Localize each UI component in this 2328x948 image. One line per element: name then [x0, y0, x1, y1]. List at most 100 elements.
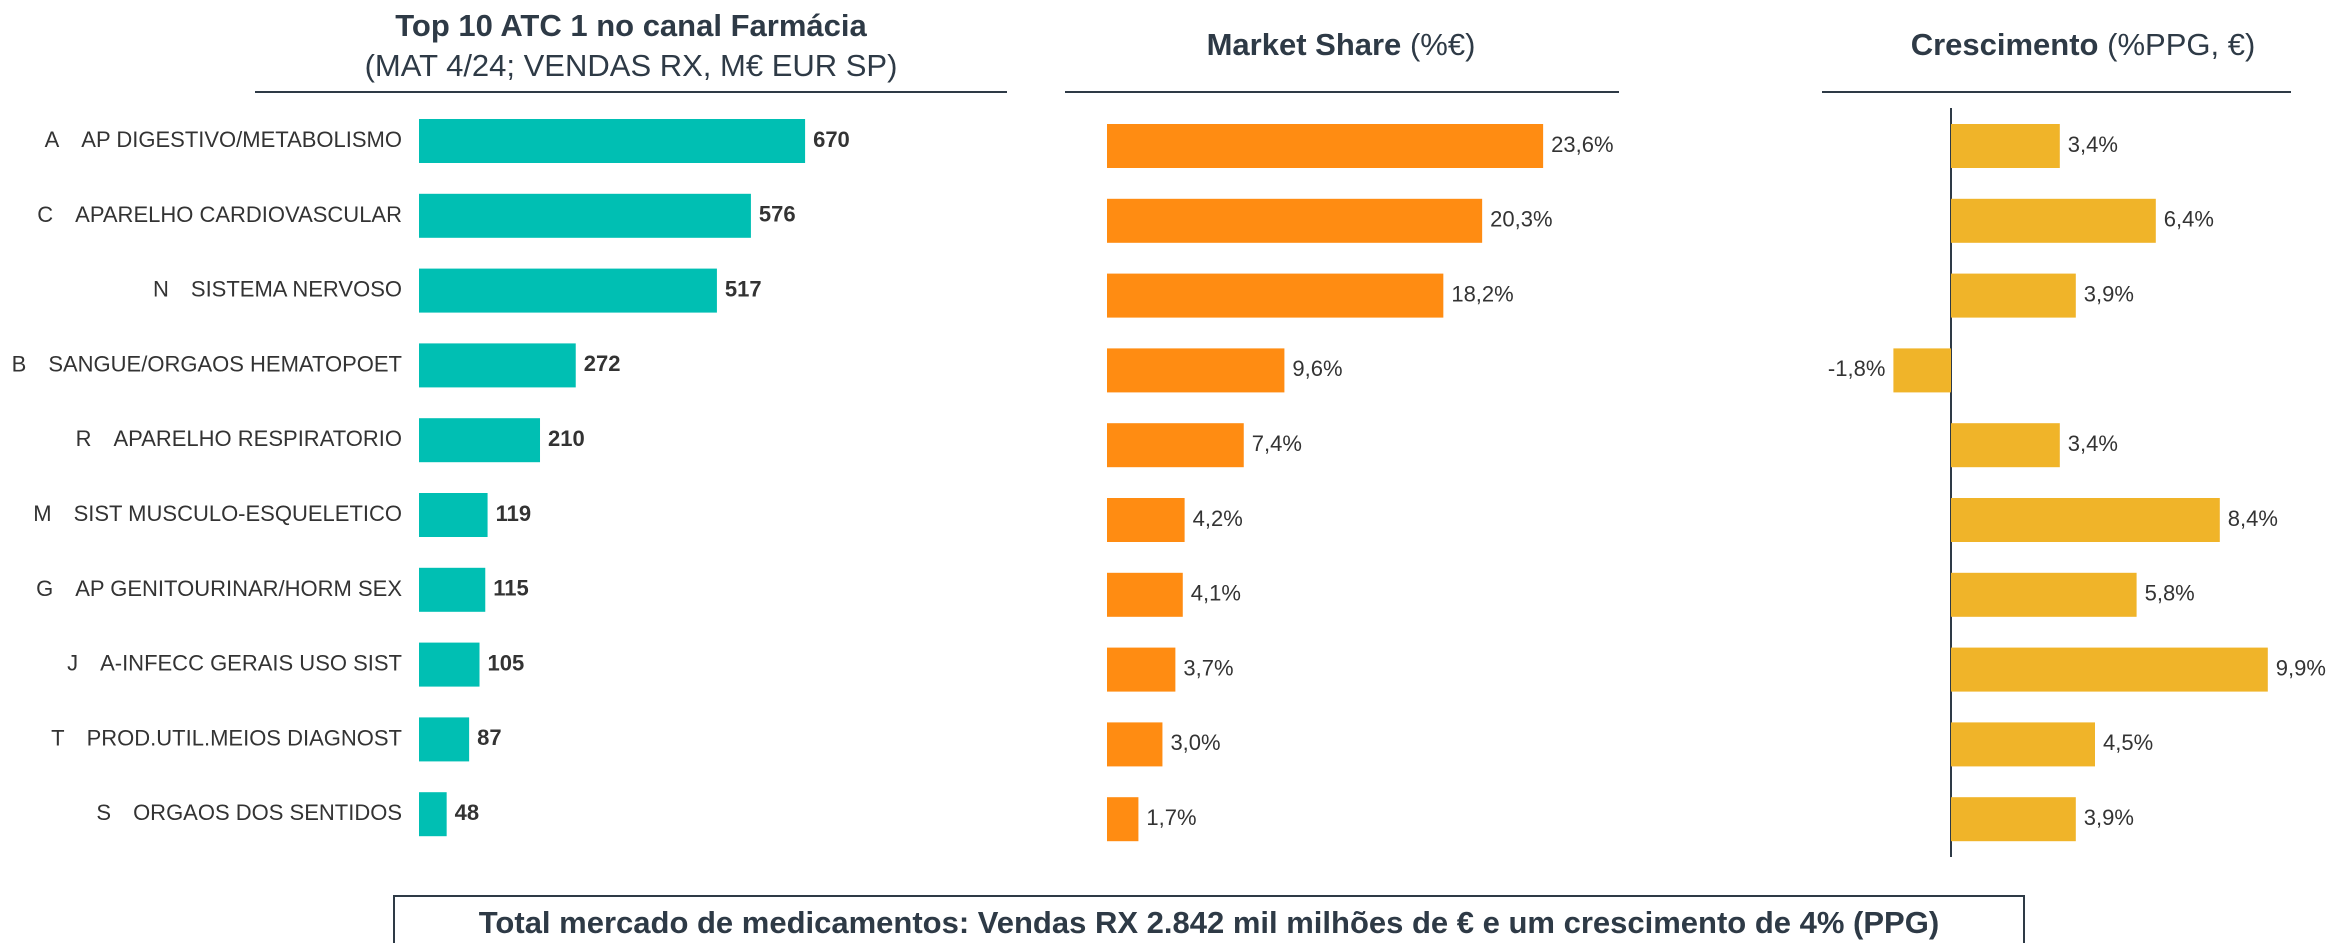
bar	[1951, 273, 2076, 318]
category-name: SIST MUSCULO-ESQUELETICO	[74, 501, 402, 526]
bar	[1107, 198, 1483, 243]
bar	[419, 343, 576, 388]
bar	[1107, 423, 1244, 468]
bar	[419, 493, 488, 537]
chart-subtitle: (MAT 4/24; VENDAS RX, M€ EUR SP)	[365, 48, 898, 83]
category-name: SISTEMA NERVOSO	[191, 276, 402, 301]
value-label: 272	[584, 351, 621, 376]
bar	[419, 193, 751, 238]
bar	[419, 119, 806, 163]
value-label: 3,4%	[2068, 431, 2118, 456]
value-label: 3,9%	[2084, 281, 2134, 306]
value-label: 3,9%	[2084, 805, 2134, 830]
category-code: J	[67, 650, 78, 675]
value-label: 115	[493, 576, 529, 601]
category-name: APARELHO CARDIOVASCULAR	[75, 202, 402, 227]
value-label: 3,7%	[1183, 655, 1233, 680]
bar	[1951, 124, 2060, 168]
value-label: 1,7%	[1146, 805, 1196, 830]
subtitle: (%PPG, €)	[2107, 27, 2255, 62]
chart-title: Market Share (%€)	[1207, 27, 1476, 62]
title: Market Share	[1207, 27, 1402, 62]
chart-title: Top 10 ATC 1 no canal Farmácia	[395, 8, 867, 43]
category-label: M SIST MUSCULO-ESQUELETICO	[33, 501, 402, 526]
value-label: 7,4%	[1252, 431, 1302, 456]
value-label: 9,9%	[2276, 655, 2326, 680]
category-label: N SISTEMA NERVOSO	[153, 276, 402, 301]
category-name: PROD.UTIL.MEIOS DIAGNOST	[87, 725, 402, 750]
bar	[1951, 572, 2137, 617]
category-label: J A-INFECC GERAIS USO SIST	[67, 650, 402, 675]
value-label: 23,6%	[1551, 132, 1613, 157]
category-name: ORGAOS DOS SENTIDOS	[133, 800, 402, 825]
category-label: R APARELHO RESPIRATORIO	[76, 426, 402, 451]
bar	[1107, 348, 1285, 393]
value-label: 4,1%	[1191, 581, 1241, 606]
value-label: 4,5%	[2103, 730, 2153, 755]
bar	[1107, 722, 1163, 767]
value-label: 5,8%	[2145, 581, 2195, 606]
category-code: S	[96, 800, 111, 825]
bar	[419, 792, 447, 837]
subtitle: (%€)	[1410, 27, 1475, 62]
category-name: APARELHO RESPIRATORIO	[113, 426, 402, 451]
category-code: R	[76, 426, 92, 451]
value-label: 517	[725, 276, 762, 301]
bar	[1951, 647, 2268, 692]
category-code: A	[45, 127, 60, 152]
bar	[419, 717, 470, 762]
bar	[1951, 722, 2095, 767]
category-name: AP DIGESTIVO/METABOLISMO	[81, 127, 402, 152]
value-label: 48	[455, 800, 479, 825]
value-label: 6,4%	[2164, 207, 2214, 232]
footer: Total mercado de medicamentos: Vendas RX…	[479, 905, 1939, 940]
footer-box	[393, 895, 2025, 948]
bar	[1107, 498, 1185, 542]
bar	[1107, 273, 1444, 318]
category-label: C APARELHO CARDIOVASCULAR	[37, 202, 402, 227]
category-code: N	[153, 276, 169, 301]
category-code: C	[37, 202, 53, 227]
bar	[419, 418, 541, 463]
category-code: T	[51, 725, 64, 750]
bar	[1107, 572, 1183, 617]
category-label: T PROD.UTIL.MEIOS DIAGNOST	[51, 725, 402, 750]
value-label: 105	[488, 650, 525, 675]
bar	[1893, 348, 1951, 393]
category-code: M	[33, 501, 51, 526]
chart-title: Crescimento (%PPG, €)	[1911, 27, 2256, 62]
value-label: 87	[477, 725, 501, 750]
value-label: 210	[548, 426, 585, 451]
value-label: 4,2%	[1193, 506, 1243, 531]
category-name: A-INFECC GERAIS USO SIST	[100, 650, 402, 675]
category-label: A AP DIGESTIVO/METABOLISMO	[45, 127, 402, 152]
category-code: B	[12, 351, 27, 376]
bar	[1107, 647, 1176, 692]
title: Crescimento	[1911, 27, 2099, 62]
bar	[1107, 797, 1139, 842]
value-label: 8,4%	[2228, 506, 2278, 531]
bar	[419, 268, 717, 313]
value-label: 119	[496, 501, 531, 526]
category-name: SANGUE/ORGAOS HEMATOPOET	[48, 351, 402, 376]
bar	[1951, 498, 2220, 542]
value-label: 670	[813, 127, 850, 152]
value-label: -1,8%	[1828, 356, 1885, 381]
category-name: AP GENITOURINAR/HORM SEX	[75, 576, 402, 601]
category-label: S ORGAOS DOS SENTIDOS	[96, 800, 402, 825]
category-label: G AP GENITOURINAR/HORM SEX	[36, 576, 402, 601]
value-label: 9,6%	[1292, 356, 1342, 381]
category-label: B SANGUE/ORGAOS HEMATOPOET	[12, 351, 402, 376]
bar	[1951, 797, 2076, 842]
bar	[419, 642, 480, 687]
bar	[1107, 124, 1544, 168]
bar	[1951, 198, 2156, 243]
value-label: 3,4%	[2068, 132, 2118, 157]
value-label: 20,3%	[1490, 207, 1552, 232]
value-label: 18,2%	[1451, 281, 1513, 306]
bar	[419, 567, 486, 612]
bar	[1951, 423, 2060, 468]
value-label: 3,0%	[1170, 730, 1220, 755]
category-code: G	[36, 576, 53, 601]
